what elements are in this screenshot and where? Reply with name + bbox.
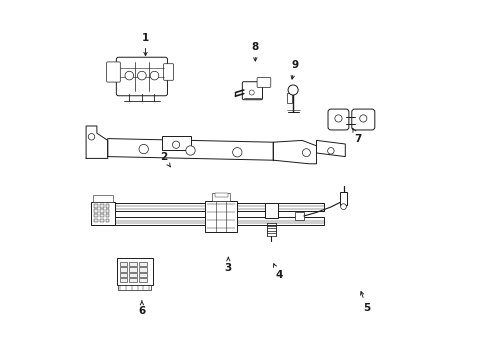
Bar <box>294 212 303 220</box>
Circle shape <box>249 90 254 95</box>
Bar <box>100 219 103 222</box>
Circle shape <box>327 148 333 154</box>
Bar <box>204 201 237 232</box>
Bar <box>94 209 98 213</box>
Circle shape <box>139 144 148 154</box>
Bar <box>139 278 146 282</box>
Bar <box>162 136 190 150</box>
Circle shape <box>88 134 95 140</box>
Circle shape <box>185 146 195 155</box>
Circle shape <box>125 71 133 80</box>
Bar <box>120 262 127 266</box>
Circle shape <box>359 115 366 122</box>
Polygon shape <box>316 140 345 157</box>
Circle shape <box>150 71 159 80</box>
Bar <box>106 214 109 217</box>
Text: 8: 8 <box>251 42 258 61</box>
Bar <box>100 204 103 208</box>
Polygon shape <box>86 126 107 158</box>
Bar <box>120 278 127 282</box>
Bar <box>100 209 103 213</box>
Bar <box>129 273 137 277</box>
Bar <box>286 93 292 103</box>
Bar <box>93 203 323 211</box>
Bar <box>106 209 109 213</box>
Circle shape <box>340 204 346 210</box>
Bar <box>264 203 277 218</box>
FancyBboxPatch shape <box>257 77 270 87</box>
Text: 9: 9 <box>290 60 298 79</box>
FancyBboxPatch shape <box>116 57 167 96</box>
Text: 1: 1 <box>142 33 149 55</box>
Circle shape <box>232 148 242 157</box>
Text: 2: 2 <box>160 152 170 167</box>
Bar <box>106 204 109 208</box>
Circle shape <box>287 85 298 95</box>
Bar <box>139 262 146 266</box>
Bar <box>93 217 323 225</box>
FancyBboxPatch shape <box>242 82 262 100</box>
Bar <box>106 219 109 222</box>
Bar <box>94 214 98 217</box>
Polygon shape <box>273 140 316 164</box>
Bar <box>129 278 137 282</box>
FancyBboxPatch shape <box>327 109 348 130</box>
FancyBboxPatch shape <box>106 62 120 82</box>
Bar <box>117 258 152 285</box>
Bar <box>139 267 146 271</box>
Circle shape <box>334 115 342 122</box>
Text: 6: 6 <box>138 301 145 316</box>
Bar <box>129 267 137 271</box>
Bar <box>118 285 151 290</box>
Bar <box>129 262 137 266</box>
Bar <box>339 192 346 205</box>
Circle shape <box>137 71 146 80</box>
Text: 7: 7 <box>352 128 361 144</box>
Bar <box>139 273 146 277</box>
Text: 5: 5 <box>360 292 370 313</box>
Circle shape <box>172 141 179 148</box>
Circle shape <box>302 149 310 157</box>
Bar <box>91 202 115 225</box>
Bar <box>120 267 127 271</box>
FancyBboxPatch shape <box>351 109 374 130</box>
Bar <box>214 193 227 197</box>
Bar <box>94 204 98 208</box>
Text: 3: 3 <box>224 257 231 273</box>
Text: 4: 4 <box>273 264 282 280</box>
Bar <box>94 219 98 222</box>
Polygon shape <box>107 139 273 160</box>
FancyBboxPatch shape <box>163 64 173 80</box>
Bar <box>212 193 230 201</box>
Bar <box>120 273 127 277</box>
Bar <box>93 195 113 202</box>
Bar <box>100 214 103 217</box>
